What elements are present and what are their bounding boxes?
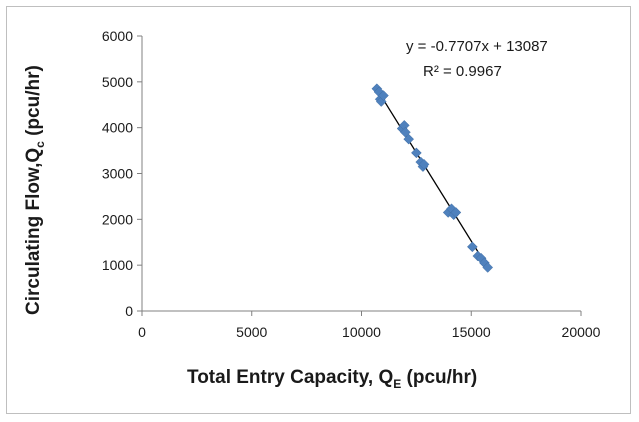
data-point [466, 241, 478, 253]
y-axis-ticks: 0 1000 2000 3000 4000 5000 6000 [102, 28, 142, 319]
axes [141, 36, 581, 312]
r-squared-label: R² = 0.9967 [423, 63, 502, 80]
x-axis-ticks: 0 5000 10000 15000 20000 [138, 311, 601, 340]
data-point [450, 207, 462, 218]
data-point [482, 262, 494, 273]
x-tick-label: 20000 [562, 324, 601, 340]
x-tick-label: 5000 [236, 324, 267, 340]
chart-frame: 0 5000 10000 15000 20000 0 1000 2000 3000 4000 50… [6, 6, 631, 414]
y-axis-title-unit: (pcu/hr) [23, 65, 44, 141]
x-axis-title-subscript: E [393, 377, 401, 391]
x-axis-title-main: Total Entry Capacity, Q [187, 367, 393, 388]
y-axis-title-subscript: c [33, 141, 47, 148]
y-axis-title-main: Circulating Flow,Q [23, 148, 44, 315]
data-points [371, 83, 494, 273]
trendline-equation: y = -0.7707x + 13087 [406, 38, 548, 55]
y-axis-title: Circulating Flow,Qc (pcu/hr) [23, 65, 47, 315]
y-tick-label: 1000 [102, 257, 133, 273]
x-tick-label: 10000 [342, 324, 381, 340]
y-tick-label: 3000 [102, 166, 133, 182]
x-axis-title: Total Entry Capacity, QE (pcu/hr) [187, 367, 477, 391]
y-tick-label: 5000 [102, 74, 133, 90]
y-tick-label: 6000 [102, 28, 133, 44]
x-axis-title-unit: (pcu/hr) [401, 367, 477, 388]
y-tick-label: 4000 [102, 120, 133, 136]
scatter-chart: 0 5000 10000 15000 20000 0 1000 2000 3000 4000 50… [23, 28, 601, 391]
trendline [376, 88, 489, 268]
data-point [418, 158, 430, 170]
x-tick-label: 0 [138, 324, 146, 340]
y-tick-label: 2000 [102, 211, 133, 227]
data-point [378, 90, 389, 101]
data-point [403, 133, 415, 145]
data-point [411, 147, 422, 159]
x-tick-label: 15000 [452, 324, 491, 340]
y-tick-label: 0 [125, 303, 133, 319]
